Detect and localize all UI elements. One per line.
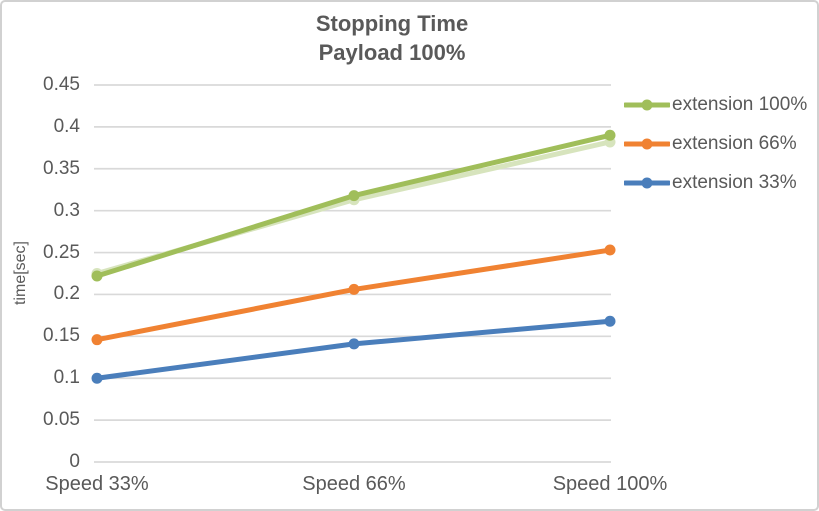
x-tick-label: Speed 66% (302, 473, 406, 495)
x-tick-label: Speed 100% (552, 473, 668, 495)
series-extension-33--marker (91, 372, 103, 384)
legend-label: extension 100% (672, 94, 808, 115)
series-extension-66--marker (348, 283, 360, 295)
legend-line-marker-icon (624, 99, 670, 111)
series-extension-100--marker (91, 270, 103, 282)
x-tick-label: Speed 33% (45, 473, 149, 495)
series-extension-100--marker (348, 190, 360, 202)
chart-title-line2: Payload 100% (318, 40, 466, 65)
series-extension-100--marker (604, 129, 616, 141)
series-extension-66--marker (91, 334, 103, 346)
y-tick-label: 0.2 (53, 283, 80, 305)
y-tick-label: 0 (69, 451, 80, 472)
y-tick-label: 0.05 (43, 409, 80, 431)
series-extension-66--marker (604, 244, 616, 256)
chart-title-line1: Stopping Time (315, 11, 469, 36)
series-extension-33--marker (604, 315, 616, 327)
y-tick-label: 0.35 (43, 157, 80, 179)
legend-item: extension 100% (624, 94, 807, 116)
y-tick-label: 0.15 (43, 325, 80, 347)
legend: extension 100% extension 66% extension 33% (624, 94, 807, 211)
y-axis-title: time[sec] (12, 240, 29, 306)
legend-line-marker-icon (624, 177, 670, 189)
series-extension-100--line (94, 132, 613, 279)
legend-label: extension 66% (672, 133, 797, 154)
series-extension-33--marker (348, 338, 360, 350)
y-tick-label: 0.45 (43, 74, 80, 95)
series-extension-33--line (94, 318, 613, 381)
legend-label: extension 33% (672, 172, 797, 193)
y-tick-label: 0.4 (53, 115, 80, 137)
y-tick-label: 0.1 (53, 367, 80, 389)
legend-line-marker-icon (624, 138, 670, 150)
legend-item: extension 33% (624, 172, 807, 194)
y-tick-label: 0.3 (53, 199, 80, 221)
legend-item: extension 66% (624, 133, 807, 155)
y-tick-label: 0.25 (43, 241, 80, 263)
chart-title: Stopping Time Payload 100% (2, 9, 782, 67)
